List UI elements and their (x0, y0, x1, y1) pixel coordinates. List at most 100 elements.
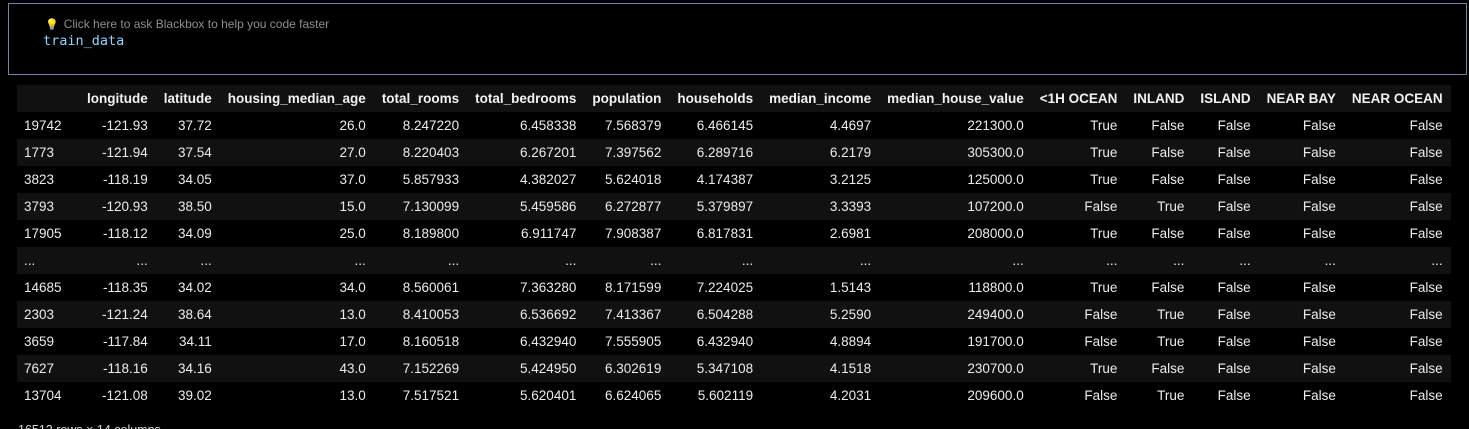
table-cell: 17.0 (339, 334, 366, 349)
table-cell: 6.624065 (605, 388, 662, 403)
table-cell: -117.84 (102, 334, 148, 349)
table-cell: False (1084, 334, 1118, 349)
table-row: 1773 -121.94 37.54 27.0 8.220403 6.267201 7.39… (17, 139, 1451, 166)
table-cell: False (1217, 334, 1251, 349)
table-cell: 6.432940 (696, 334, 754, 349)
column-header: NEAR OCEAN (1343, 85, 1451, 112)
table-cell: ... (1431, 253, 1443, 268)
table-cell: 208000.0 (967, 226, 1024, 241)
table-cell: False (1151, 280, 1185, 295)
code-cell-editor[interactable]: 💡 Click here to ask Blackbox to help you … (8, 3, 1467, 75)
table-cell: 43.0 (339, 361, 366, 376)
column-header: NEAR BAY (1258, 85, 1344, 112)
table-cell: 7.363280 (520, 280, 577, 295)
blackbox-hint[interactable]: 💡 Click here to ask Blackbox to help you … (45, 17, 329, 31)
index-header (17, 85, 79, 112)
table-cell: False (1217, 280, 1251, 295)
table-cell: False (1151, 172, 1185, 187)
table-cell: 5.347108 (696, 361, 754, 376)
table-cell: True (1157, 334, 1185, 349)
table-cell: 4.2031 (829, 388, 872, 403)
table-cell: False (1409, 172, 1443, 187)
table-cell: 15.0 (339, 199, 366, 214)
dataframe-shape-summary: 16512 rows × 14 columns (18, 423, 161, 429)
column-header: total_bedrooms (467, 85, 585, 112)
table-cell: 4.4697 (829, 118, 872, 133)
table-cell: 6.504288 (696, 307, 754, 322)
table-cell: 5.2590 (829, 307, 872, 322)
table-cell: 209600.0 (967, 388, 1024, 403)
table-cell: 7.517521 (402, 388, 460, 403)
table-cell: False (1217, 172, 1251, 187)
table-row: 3659 -117.84 34.11 17.0 8.160518 6.432940 7.55… (17, 328, 1451, 355)
table-cell: False (1302, 118, 1336, 133)
table-row: 14685 -118.35 34.02 34.0 8.560061 7.363280 8.1… (17, 274, 1451, 301)
table-cell: 230700.0 (967, 361, 1024, 376)
table-cell: False (1084, 307, 1118, 322)
table-cell: 37.0 (339, 172, 366, 187)
table-header: longitude latitude housing_median_age total… (17, 85, 1451, 112)
table-cell: False (1302, 199, 1336, 214)
table-cell: 27.0 (339, 145, 366, 160)
table-cell: 34.16 (177, 361, 212, 376)
row-index: ... (24, 253, 36, 268)
row-index: 13704 (24, 388, 62, 403)
table-cell: 4.1518 (829, 361, 872, 376)
column-header: latitude (155, 85, 220, 112)
table-cell: 3.3393 (829, 199, 872, 214)
table-cell: 38.64 (177, 307, 212, 322)
table-cell: 13.0 (339, 307, 366, 322)
table-cell: True (1090, 118, 1118, 133)
table-cell: False (1217, 118, 1251, 133)
code-line[interactable]: train_data (43, 33, 125, 49)
table-cell: ... (565, 253, 577, 268)
table-cell: ... (1173, 253, 1185, 268)
table-cell: 6.466145 (696, 118, 754, 133)
table-cell: -121.24 (101, 307, 148, 322)
table-cell: ... (650, 253, 662, 268)
table-cell: 34.0 (339, 280, 366, 295)
table-cell: 26.0 (339, 118, 366, 133)
table-cell: False (1409, 280, 1443, 295)
table-row: 13704 -121.08 39.02 13.0 7.517521 5.620401 6.6… (17, 382, 1451, 409)
row-index: 2303 (24, 307, 55, 322)
table-cell: False (1302, 145, 1336, 160)
table-cell: 125000.0 (967, 172, 1024, 187)
table-cell: -118.16 (102, 361, 148, 376)
table-cell: 191700.0 (967, 334, 1024, 349)
table-cell: 8.247220 (402, 118, 460, 133)
column-header: median_house_value (879, 85, 1032, 112)
table-row: 7627 -118.16 34.16 43.0 7.152269 5.424950 6.30… (17, 355, 1451, 382)
table-cell: 7.152269 (402, 361, 460, 376)
table-cell: 6.911747 (521, 226, 577, 241)
table-cell: False (1409, 361, 1443, 376)
table-cell: 6.536692 (520, 307, 577, 322)
table-cell: 4.8894 (829, 334, 872, 349)
table-cell: 7.555905 (605, 334, 662, 349)
table-cell: 37.54 (177, 145, 212, 160)
table-cell: False (1217, 307, 1251, 322)
table-cell: ... (741, 253, 754, 268)
blackbox-hint-text[interactable]: Click here to ask Blackbox to help you c… (63, 17, 330, 31)
table-row: ........................................… (17, 247, 1451, 274)
table-cell: False (1151, 145, 1185, 160)
table-cell: 25.0 (339, 226, 366, 241)
table-cell: ... (447, 253, 460, 268)
table-cell: 8.171599 (605, 280, 662, 295)
table-cell: -118.19 (102, 172, 148, 187)
table-cell: 6.302619 (605, 361, 662, 376)
table-cell: -120.93 (101, 199, 148, 214)
table-cell: ... (1012, 253, 1024, 268)
table-cell: 34.02 (177, 280, 212, 295)
table-cell: 118800.0 (968, 280, 1024, 295)
table-cell: False (1302, 334, 1336, 349)
table-cell: ... (859, 253, 872, 268)
table-cell: 34.05 (177, 172, 212, 187)
table-cell: 6.289716 (696, 145, 754, 160)
header-row: longitude latitude housing_median_age total… (17, 85, 1451, 112)
table-cell: 7.568379 (605, 118, 662, 133)
table-cell: False (1302, 226, 1336, 241)
table-cell: 39.02 (177, 388, 212, 403)
table-cell: 34.11 (178, 334, 212, 349)
table-cell: True (1157, 307, 1185, 322)
